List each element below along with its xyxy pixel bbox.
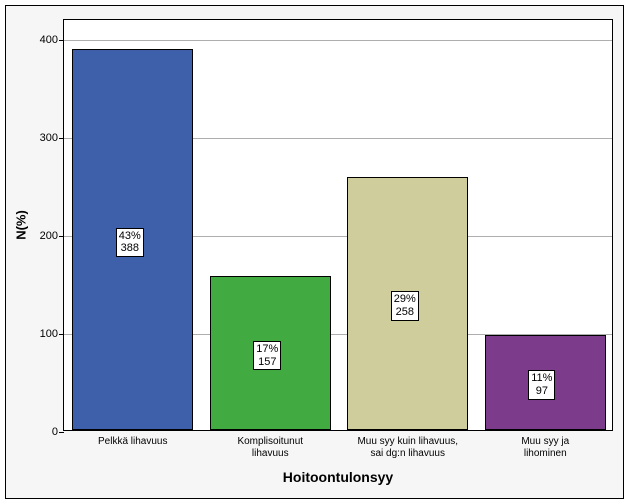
x-tick-label: Muu syy kuin lihavuus, sai dg:n lihavuus [357,430,458,459]
x-axis-title: Hoitoontulonsyy [283,469,393,485]
bar-percent: 17% [256,343,278,356]
bar-percent: 43% [119,230,141,243]
x-tick-label: Pelkkä lihavuus [98,430,167,448]
plot-area: 010020030040043%388Pelkkä lihavuus17%157… [63,19,613,431]
bar-count: 157 [256,356,278,369]
y-tick-label: 400 [40,34,64,46]
bar-count: 97 [531,385,552,398]
chart-outer: 0 100 200 300 400 43%388 Pelkkä lihavuus 17%157… [5,5,624,499]
y-tick-label: 100 [40,328,64,340]
y-tick-label: 0 [52,426,64,438]
bar-value-label: 17%157 [253,341,281,370]
bar-count: 388 [119,242,141,255]
x-tick-label: Komplisoitunut lihavuus [237,430,303,459]
bar-percent: 29% [394,293,416,306]
bar-percent: 11% [531,372,552,385]
bar-value-label: 29%258 [391,291,419,320]
bar-count: 258 [394,306,416,319]
y-tick-label: 300 [40,132,64,144]
bar-value-label: 11%97 [528,370,555,399]
y-axis-title: N(%) [14,210,29,240]
x-tick-label: Muu syy ja lihominen [512,430,579,459]
y-tick-label: 200 [40,230,64,242]
y-gridline [64,40,612,41]
bar-value-label: 43%388 [116,228,144,257]
